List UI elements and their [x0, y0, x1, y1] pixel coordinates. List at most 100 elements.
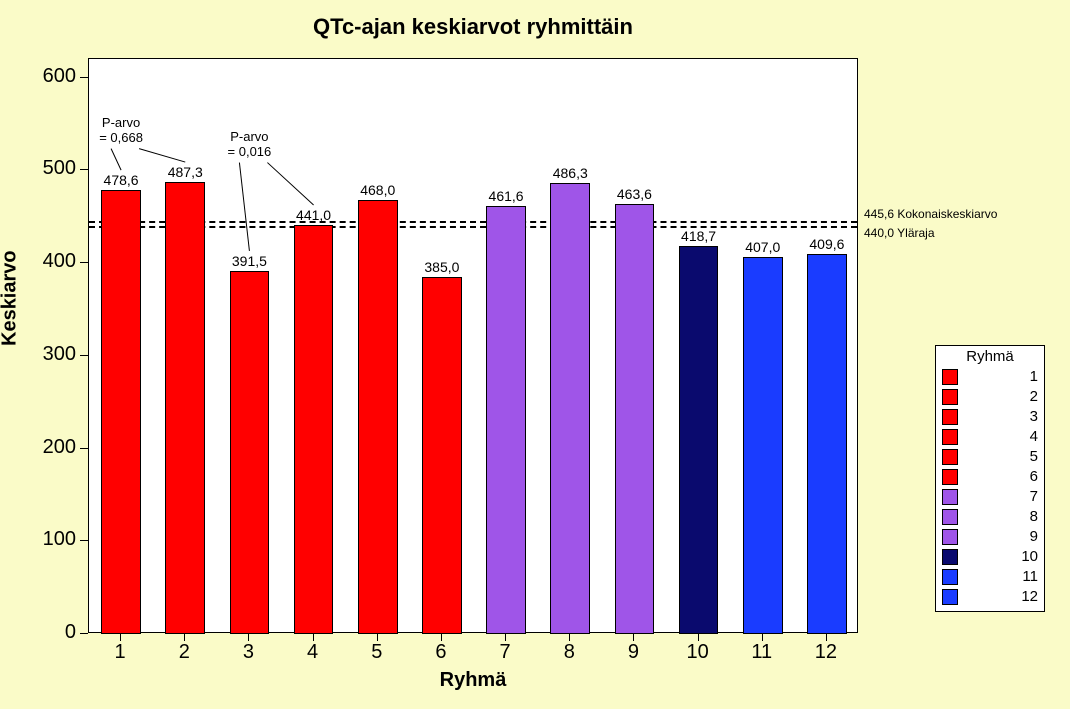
legend-swatch: [942, 429, 958, 445]
x-tick: [248, 633, 249, 641]
bar-value-label: 478,6: [104, 172, 139, 188]
bar: [486, 206, 526, 634]
legend-item-label: 11: [1022, 567, 1038, 587]
y-tick: [80, 262, 88, 263]
x-tick: [505, 633, 506, 641]
x-tick-label: 1: [115, 641, 126, 664]
legend-item: 4: [942, 427, 1038, 447]
x-tick-label: 4: [307, 641, 318, 664]
bar-value-label: 418,7: [681, 228, 716, 244]
x-tick-label: 12: [815, 641, 837, 664]
x-tick: [569, 633, 570, 641]
legend-swatch: [942, 449, 958, 465]
legend-item: 2: [942, 387, 1038, 407]
y-axis-title: Keskiarvo: [0, 250, 22, 346]
legend-item-label: 1: [1030, 367, 1038, 387]
y-tick: [80, 633, 88, 634]
legend-swatch: [942, 469, 958, 485]
y-tick-label: 300: [43, 343, 76, 366]
x-tick-label: 6: [435, 641, 446, 664]
y-tick: [80, 169, 88, 170]
bar-value-label: 463,6: [617, 186, 652, 202]
legend-item: 7: [942, 487, 1038, 507]
bar-value-label: 486,3: [553, 165, 588, 181]
bar-value-label: 391,5: [232, 253, 267, 269]
x-tick-label: 2: [179, 641, 190, 664]
legend-swatch: [942, 509, 958, 525]
x-tick: [441, 633, 442, 641]
chart-page: QTc-ajan keskiarvot ryhmittäin 478,6 487,3…: [0, 0, 1070, 709]
chart-title: QTc-ajan keskiarvot ryhmittäin: [88, 14, 858, 40]
legend-swatch: [942, 389, 958, 405]
legend-item-label: 2: [1030, 387, 1038, 407]
reference-line-label: 440,0 Yläraja: [864, 226, 935, 240]
bar-value-label: 409,6: [809, 236, 844, 252]
bar-value-label: 468,0: [360, 182, 395, 198]
legend-item: 1: [942, 367, 1038, 387]
legend-item-label: 10: [1021, 547, 1038, 567]
legend-item: 5: [942, 447, 1038, 467]
bar-value-label: 441,0: [296, 207, 331, 223]
y-tick-label: 100: [43, 528, 76, 551]
bar-value-label: 407,0: [745, 239, 780, 255]
bar: [230, 271, 270, 634]
plot-area: 478,6 487,3 391,5 441,0 468,0 385,0 461,6 486,3…: [88, 58, 858, 633]
legend-item-label: 8: [1030, 507, 1038, 527]
x-tick: [826, 633, 827, 641]
legend-swatch: [942, 409, 958, 425]
bar: [101, 190, 141, 634]
legend-item-label: 7: [1030, 487, 1038, 507]
bar-value-label: 461,6: [489, 188, 524, 204]
x-tick: [762, 633, 763, 641]
legend-item-label: 12: [1021, 587, 1038, 607]
y-tick: [80, 355, 88, 356]
bar: [294, 225, 334, 634]
y-tick-label: 0: [65, 621, 76, 644]
legend-item-label: 9: [1030, 527, 1038, 547]
y-tick-label: 600: [43, 65, 76, 88]
y-tick-label: 400: [43, 250, 76, 273]
bar: [358, 200, 398, 634]
legend-swatch: [942, 529, 958, 545]
annotation-text: P-arvo = 0,668: [99, 115, 143, 145]
bar-value-label: 487,3: [168, 164, 203, 180]
x-tick-label: 3: [243, 641, 254, 664]
legend: Ryhmä123456789101112: [935, 345, 1045, 612]
x-tick-label: 11: [751, 641, 772, 664]
y-tick: [80, 540, 88, 541]
legend-title: Ryhmä: [942, 348, 1038, 365]
x-tick-label: 7: [500, 641, 511, 664]
legend-swatch: [942, 549, 958, 565]
legend-swatch: [942, 569, 958, 585]
legend-item: 9: [942, 527, 1038, 547]
x-tick-label: 10: [686, 641, 708, 664]
x-tick: [120, 633, 121, 641]
y-tick: [80, 77, 88, 78]
bar: [165, 182, 205, 634]
legend-swatch: [942, 489, 958, 505]
bar: [422, 277, 462, 634]
bar: [550, 183, 590, 634]
legend-item: 10: [942, 547, 1038, 567]
x-tick: [377, 633, 378, 641]
annotation-text: P-arvo = 0,016: [228, 129, 272, 159]
legend-item-label: 3: [1030, 407, 1038, 427]
bar: [615, 204, 655, 634]
x-tick: [313, 633, 314, 641]
legend-item: 12: [942, 587, 1038, 607]
x-axis-title: Ryhmä: [440, 669, 507, 692]
legend-item: 3: [942, 407, 1038, 427]
x-tick: [633, 633, 634, 641]
y-tick-label: 500: [43, 157, 76, 180]
x-tick: [184, 633, 185, 641]
y-tick-label: 200: [43, 436, 76, 459]
x-tick-label: 5: [371, 641, 382, 664]
bar-value-label: 385,0: [424, 259, 459, 275]
reference-line-label: 445,6 Kokonaiskeskiarvo: [864, 207, 997, 221]
legend-item: 11: [942, 567, 1038, 587]
legend-item-label: 6: [1030, 467, 1038, 487]
x-tick-label: 9: [628, 641, 639, 664]
legend-item-label: 4: [1030, 427, 1038, 447]
y-tick: [80, 448, 88, 449]
bar: [807, 254, 847, 634]
